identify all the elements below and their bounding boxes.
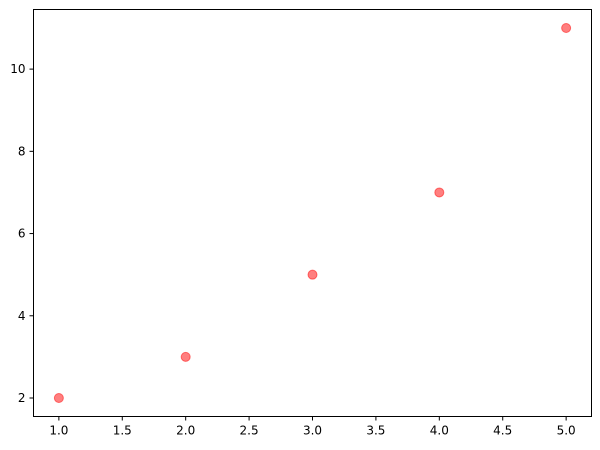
x-tick-label: 3.0 bbox=[303, 424, 322, 438]
x-tick-label: 1.5 bbox=[113, 424, 132, 438]
data-point bbox=[53, 393, 64, 403]
x-axis: 1.0 1.5 2.0 2.5 3.0 3.5 4.0 4.5 5.0 bbox=[49, 416, 576, 438]
x-tick-label: 2.5 bbox=[240, 424, 259, 438]
plot-frame bbox=[33, 9, 592, 417]
y-tick-label: 2 bbox=[18, 391, 26, 405]
data-point bbox=[434, 187, 445, 198]
y-tick-label: 10 bbox=[10, 62, 25, 76]
data-point bbox=[180, 351, 191, 362]
x-tick-label: 1.0 bbox=[49, 424, 68, 438]
y-tick-label: 4 bbox=[18, 309, 26, 323]
data-point bbox=[561, 23, 572, 33]
x-tick-label: 3.5 bbox=[366, 424, 385, 438]
y-tick-label: 6 bbox=[18, 227, 26, 241]
data-points bbox=[53, 23, 572, 403]
data-point bbox=[307, 269, 318, 280]
y-tick-label: 8 bbox=[18, 144, 26, 158]
y-axis: 2 4 6 8 10 bbox=[10, 62, 34, 405]
x-tick-label: 4.0 bbox=[430, 424, 449, 438]
x-tick-label: 5.0 bbox=[557, 424, 576, 438]
x-tick-label: 4.5 bbox=[493, 424, 512, 438]
x-tick-label: 2.0 bbox=[176, 424, 195, 438]
